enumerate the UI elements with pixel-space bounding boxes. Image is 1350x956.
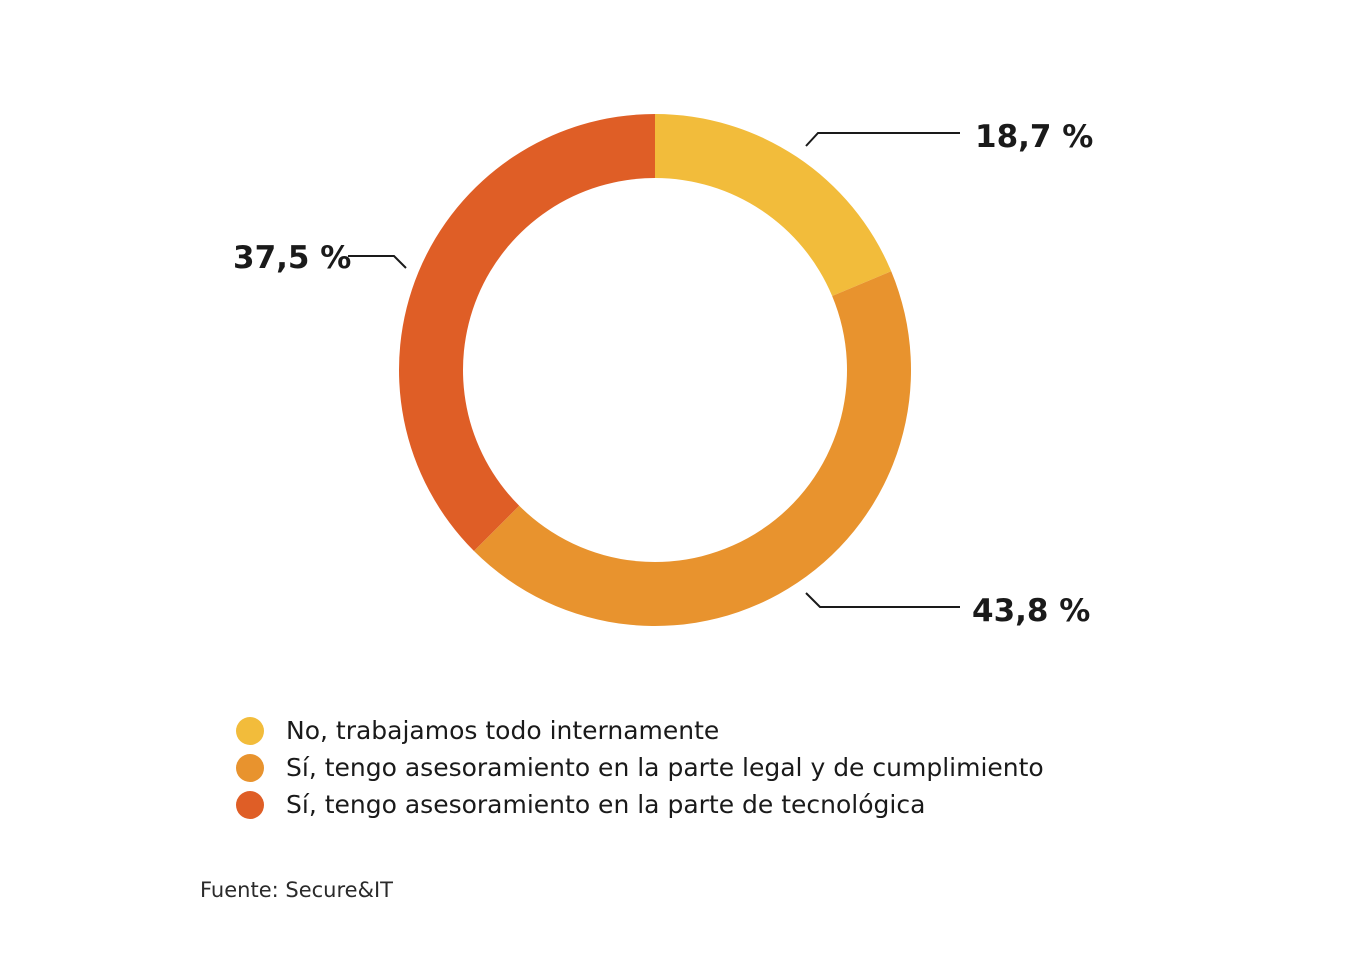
source-note: Fuente: Secure&IT bbox=[200, 878, 393, 902]
leader-line-slice-2 bbox=[805, 592, 960, 608]
value-label-slice-2: 43,8 % bbox=[972, 593, 1090, 629]
donut-slice-1 bbox=[655, 114, 892, 296]
legend-item: Sí, tengo asesoramiento en la parte lega… bbox=[236, 749, 1044, 786]
legend-swatch bbox=[236, 716, 264, 745]
legend-swatch bbox=[236, 790, 264, 819]
legend-label: Sí, tengo asesoramiento en la parte de t… bbox=[286, 790, 926, 819]
leader-line-slice-1 bbox=[805, 132, 960, 147]
value-label-slice-1: 18,7 % bbox=[975, 119, 1093, 155]
legend-label: Sí, tengo asesoramiento en la parte lega… bbox=[286, 753, 1044, 782]
legend-label: No, trabajamos todo internamente bbox=[286, 716, 720, 745]
chart-legend: No, trabajamos todo internamente Sí, ten… bbox=[236, 712, 1044, 823]
donut-slices bbox=[398, 114, 911, 627]
legend-swatch bbox=[236, 753, 264, 782]
value-label-slice-3: 37,5 % bbox=[233, 240, 351, 276]
donut-slice-3 bbox=[398, 114, 655, 552]
legend-item: Sí, tengo asesoramiento en la parte de t… bbox=[236, 786, 1044, 823]
leader-line-slice-3 bbox=[348, 255, 407, 269]
donut-slice-2 bbox=[473, 271, 911, 627]
legend-item: No, trabajamos todo internamente bbox=[236, 712, 1044, 749]
